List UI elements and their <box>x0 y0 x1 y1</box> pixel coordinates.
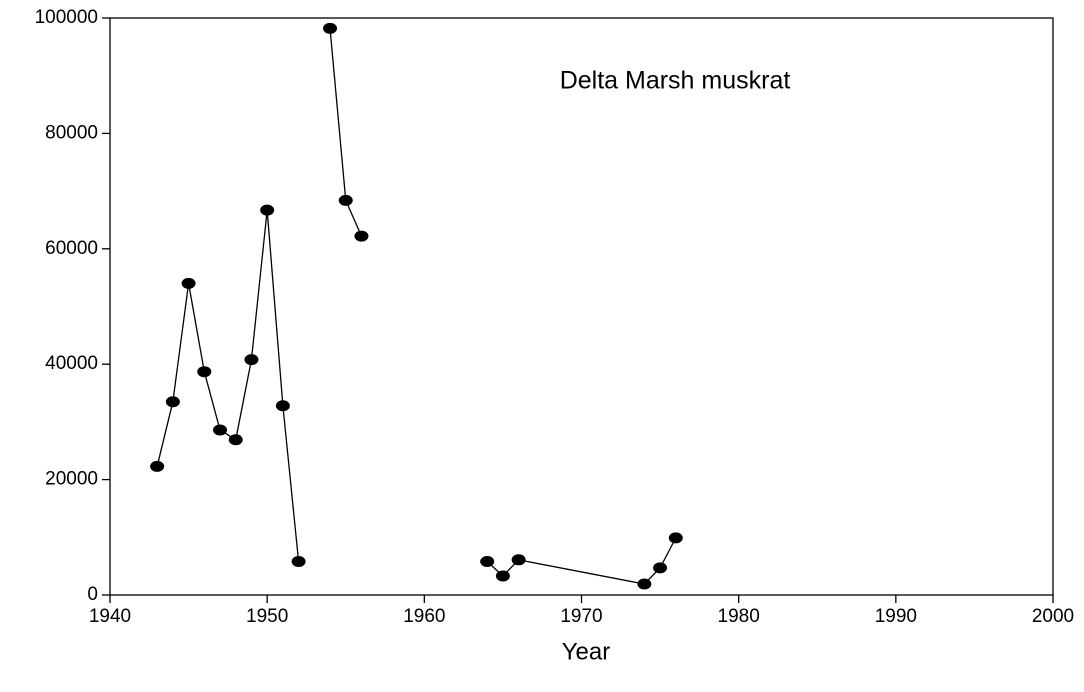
y-tick-label: 60000 <box>45 238 98 259</box>
data-point <box>275 400 290 412</box>
x-tick-label: 1980 <box>718 606 760 627</box>
x-tick-label: 1970 <box>560 606 602 627</box>
x-tick-label: 1990 <box>875 606 917 627</box>
x-tick-label: 1940 <box>89 606 131 627</box>
plot-frame <box>109 17 1054 596</box>
data-point <box>260 204 275 216</box>
data-point <box>181 277 196 289</box>
data-point <box>354 230 369 242</box>
data-point <box>495 570 510 582</box>
series-line <box>156 28 677 585</box>
y-tick-label: 40000 <box>45 353 98 374</box>
data-point <box>165 396 180 408</box>
data-point <box>197 366 212 378</box>
chart-title: Delta Marsh muskrat <box>560 67 791 95</box>
data-point <box>637 578 652 590</box>
data-point <box>653 562 668 574</box>
data-point <box>213 424 228 436</box>
y-tick-label: 80000 <box>45 122 98 143</box>
x-axis-label: Year <box>562 638 611 665</box>
data-point <box>150 460 165 472</box>
y-tick-label: 0 <box>87 584 98 605</box>
data-point <box>338 194 353 206</box>
x-tick-label: 2000 <box>1032 606 1074 627</box>
data-point <box>511 554 526 566</box>
y-tick-label: 100000 <box>35 7 98 28</box>
data-point <box>323 22 338 34</box>
data-point <box>668 532 683 544</box>
data-point <box>480 556 495 568</box>
data-point <box>291 556 306 568</box>
x-tick-label: 1960 <box>403 606 445 627</box>
data-point <box>244 354 259 366</box>
y-tick-label: 20000 <box>45 469 98 490</box>
data-point <box>228 434 243 446</box>
x-tick-label: 1950 <box>246 606 288 627</box>
